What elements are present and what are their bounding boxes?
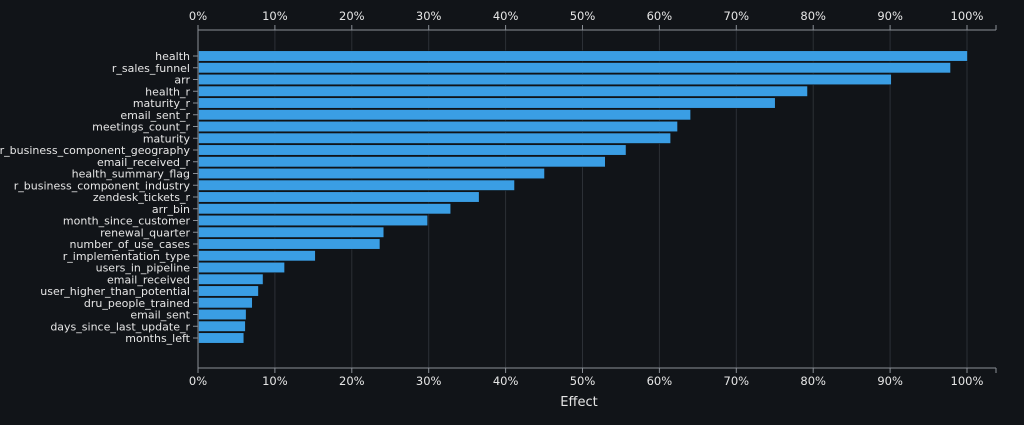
category-label: days_since_last_update_r — [50, 320, 190, 333]
bar — [198, 120, 678, 133]
category-label: meetings_count_r — [92, 121, 190, 134]
bottom-tick-label: 100% — [951, 374, 984, 388]
category-label: health — [155, 50, 190, 63]
bar — [198, 97, 776, 109]
bottom-tick-label: 60% — [647, 374, 673, 388]
category-label: months_left — [125, 332, 190, 345]
category-label: users_in_pipeline — [96, 262, 191, 275]
labels-layer: 0% 0% 10% 10% 20% 20% 30% 30% 40% 40% 50% 50% 60% 60%… — [0, 9, 984, 388]
category-label: zendesk_tickets_r — [93, 191, 191, 204]
category-label: arr — [174, 74, 190, 87]
bar — [198, 226, 385, 238]
top-tick-label: 100% — [951, 9, 984, 23]
top-tick-label: 30% — [416, 9, 442, 23]
bar — [198, 85, 808, 97]
bottom-tick-label: 0% — [189, 374, 207, 388]
bar — [198, 179, 515, 191]
bar — [198, 214, 428, 227]
category-label: email_received_r — [97, 156, 191, 169]
top-tick-label: 0% — [189, 9, 207, 23]
category-label: email_sent_r — [120, 109, 190, 122]
bar — [198, 238, 381, 250]
bar — [198, 73, 892, 86]
bar — [198, 109, 691, 121]
bottom-tick-label: 10% — [262, 374, 288, 388]
category-label: r_implementation_type — [63, 250, 190, 263]
bar — [198, 320, 246, 332]
bottom-tick-label: 70% — [724, 374, 750, 388]
top-tick-label: 40% — [493, 9, 519, 23]
category-label: health_r — [145, 85, 190, 98]
top-tick-label: 50% — [570, 9, 596, 23]
top-tick-label: 10% — [262, 9, 288, 23]
bar — [198, 332, 245, 344]
bar — [198, 62, 951, 74]
bar — [198, 132, 671, 144]
top-tick-label: 60% — [647, 9, 673, 23]
bar — [198, 50, 968, 62]
top-tick-label: 20% — [339, 9, 365, 23]
bottom-tick-label: 80% — [800, 374, 826, 388]
category-label: dru_people_trained — [84, 297, 190, 310]
top-tick-label: 70% — [724, 9, 750, 23]
top-tick-label: 80% — [800, 9, 826, 23]
category-label: user_higher_than_potential — [40, 285, 190, 298]
bar — [198, 191, 480, 203]
bottom-tick-label: 50% — [570, 374, 596, 388]
bar — [198, 250, 316, 262]
category-label: number_of_use_cases — [69, 238, 190, 251]
bar — [198, 273, 264, 285]
bar — [198, 308, 247, 321]
bottom-tick-label: 30% — [416, 374, 442, 388]
category-label: renewal_quarter — [100, 226, 190, 239]
category-label: maturity — [143, 132, 191, 145]
category-label: email_received — [107, 273, 190, 286]
bars-layer — [198, 50, 968, 344]
bar — [198, 261, 285, 274]
category-label: arr_bin — [152, 203, 190, 216]
bottom-tick-label: 20% — [339, 374, 365, 388]
bar — [198, 285, 259, 297]
category-label: r_business_component_geography — [0, 144, 190, 157]
bottom-tick-label: 90% — [877, 374, 903, 388]
category-label: health_summary_flag — [72, 168, 190, 181]
category-label: r_sales_funnel — [112, 62, 190, 75]
bar — [198, 144, 627, 156]
bar — [198, 167, 545, 180]
category-label: email_sent — [130, 309, 190, 322]
bar — [198, 203, 452, 215]
bar — [198, 297, 253, 309]
top-tick-label: 90% — [877, 9, 903, 23]
category-label: maturity_r — [133, 97, 191, 110]
x-axis-title: Effect — [560, 395, 597, 410]
bottom-tick-label: 40% — [493, 374, 519, 388]
category-label: month_since_customer — [63, 215, 191, 228]
category-label: r_business_component_industry — [14, 179, 191, 192]
axis-layer — [193, 25, 997, 373]
bar — [198, 156, 606, 168]
